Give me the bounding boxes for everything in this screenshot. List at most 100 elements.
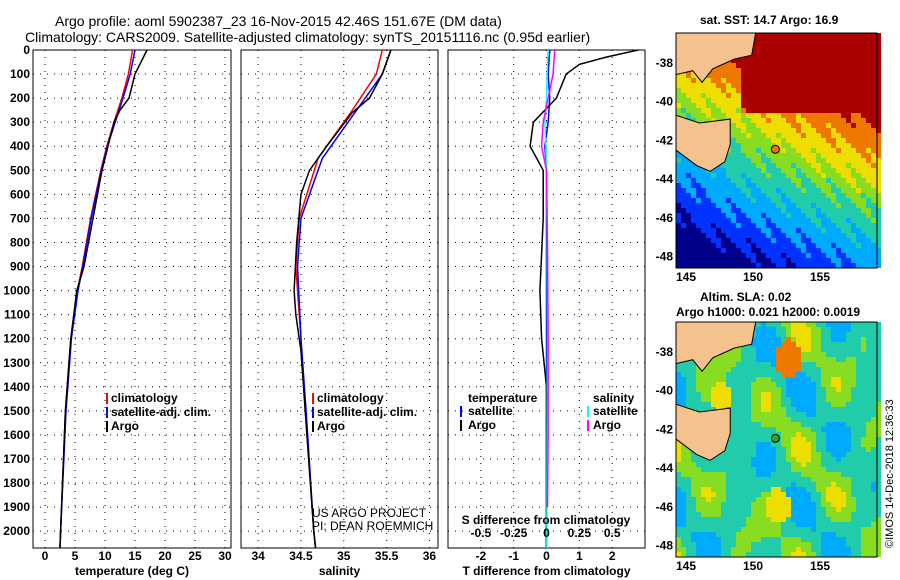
map-cell xyxy=(676,243,681,248)
map-cell xyxy=(826,492,831,497)
map-cell xyxy=(821,397,826,402)
map-cell xyxy=(836,377,841,382)
map-cell xyxy=(776,218,781,223)
map-cell xyxy=(866,367,871,372)
map-cell xyxy=(711,168,716,173)
map-cell xyxy=(696,198,701,203)
map-cell xyxy=(741,63,746,68)
map-cell xyxy=(801,427,806,432)
map-cell xyxy=(741,68,746,73)
map-cell xyxy=(841,527,846,532)
map-cell xyxy=(746,258,751,263)
map-cell xyxy=(676,198,681,203)
map-cell xyxy=(876,183,881,188)
tasmania xyxy=(675,114,731,172)
map-cell xyxy=(736,63,741,68)
map-cell xyxy=(731,118,736,123)
map-cell xyxy=(831,542,836,547)
map-cell xyxy=(681,253,686,258)
map-cell xyxy=(836,412,841,417)
map-cell xyxy=(756,377,761,382)
map-cell xyxy=(851,33,856,38)
map-cell xyxy=(821,248,826,253)
map-cell xyxy=(841,223,846,228)
legend-swatch xyxy=(106,421,108,432)
map-cell xyxy=(806,492,811,497)
map-cell xyxy=(801,168,806,173)
map-cell xyxy=(841,208,846,213)
legend-label: Argo xyxy=(468,418,496,432)
map-cell xyxy=(846,442,851,447)
map-cell xyxy=(856,183,861,188)
map-cell xyxy=(756,158,761,163)
map-cell xyxy=(791,547,796,552)
map-cell xyxy=(821,357,826,362)
map-cell xyxy=(866,178,871,183)
map-cell xyxy=(861,437,866,442)
map-cell xyxy=(741,377,746,382)
map-cell xyxy=(796,163,801,168)
map-cell xyxy=(816,73,821,78)
map-cell xyxy=(851,367,856,372)
map-cell xyxy=(761,342,766,347)
map-cell xyxy=(811,248,816,253)
map-lat-label: -44 xyxy=(656,172,674,186)
map-cell xyxy=(816,517,821,522)
map-cell xyxy=(746,108,751,113)
map-cell xyxy=(766,263,771,268)
map-cell xyxy=(846,512,851,517)
map-cell xyxy=(876,477,881,482)
map-cell xyxy=(866,527,871,532)
map-cell xyxy=(846,183,851,188)
map-cell xyxy=(706,248,711,253)
map-cell xyxy=(876,88,881,93)
map-cell xyxy=(721,497,726,502)
map-cell xyxy=(696,168,701,173)
map-cell xyxy=(711,208,716,213)
map-cell xyxy=(846,407,851,412)
map-cell xyxy=(756,322,761,327)
map-cell xyxy=(806,412,811,417)
map-cell xyxy=(861,228,866,233)
map-cell xyxy=(696,183,701,188)
map-cell xyxy=(691,113,696,118)
map-cell xyxy=(706,78,711,83)
map-cell xyxy=(796,447,801,452)
map-cell xyxy=(806,322,811,327)
map-cell xyxy=(706,397,711,402)
map-cell xyxy=(861,397,866,402)
map-cell xyxy=(866,143,871,148)
map-cell xyxy=(876,482,881,487)
map-cell xyxy=(851,547,856,552)
map-cell xyxy=(726,253,731,258)
map-cell xyxy=(791,387,796,392)
map-cell xyxy=(816,407,821,412)
map-cell xyxy=(876,387,881,392)
map-cell xyxy=(851,73,856,78)
map-cell xyxy=(731,367,736,372)
map-cell xyxy=(716,457,721,462)
map-cell xyxy=(821,263,826,268)
map-cell xyxy=(771,168,776,173)
map-cell xyxy=(781,392,786,397)
map-cell xyxy=(846,73,851,78)
map-cell xyxy=(741,228,746,233)
map-cell xyxy=(856,462,861,467)
map-cell xyxy=(786,83,791,88)
x-tick-label: 25 xyxy=(188,549,202,563)
map-cell xyxy=(841,173,846,178)
map-cell xyxy=(711,193,716,198)
map-cell xyxy=(676,253,681,258)
map-cell xyxy=(811,43,816,48)
map-cell xyxy=(761,442,766,447)
map-cell xyxy=(696,542,701,547)
map-cell xyxy=(746,487,751,492)
map-cell xyxy=(731,253,736,258)
map-cell xyxy=(811,492,816,497)
map-cell xyxy=(691,367,696,372)
map-cell xyxy=(771,93,776,98)
map-cell xyxy=(691,457,696,462)
map-cell xyxy=(726,512,731,517)
map-cell xyxy=(776,58,781,63)
map-cell xyxy=(721,203,726,208)
